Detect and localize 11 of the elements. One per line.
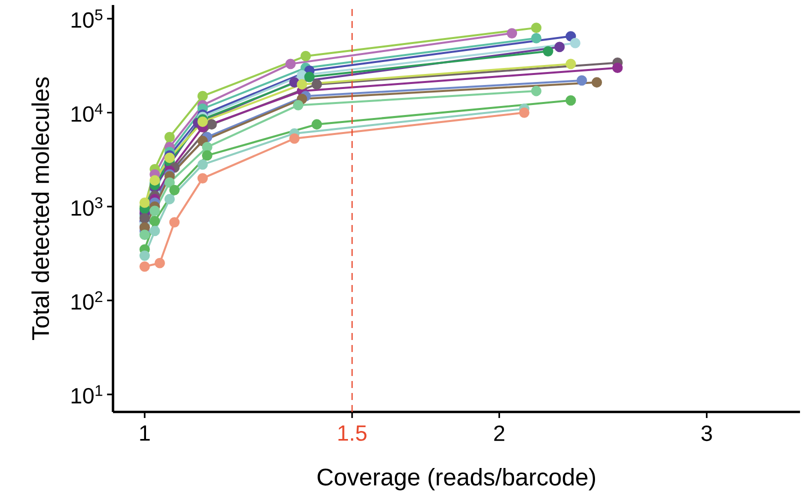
y-tick-label: 10$^{5}$ (72, 10, 102, 28)
y-tick-label: 10$^{4}$ (72, 103, 103, 122)
y-tick-label: 10$^{2}$ (72, 291, 102, 310)
x-tick-label: 3 (701, 425, 712, 442)
y-tick-label: 10$^{1}$ (72, 385, 102, 404)
x-tick-label: 2 (494, 425, 504, 441)
x-tick-label: 1 (140, 425, 150, 441)
ref-line-label: 1.5 (338, 426, 366, 441)
y-axis-title: Total detected molecules (31, 77, 50, 340)
y-tick-label: 10$^{3}$ (72, 197, 102, 216)
x-axis-title: Coverage (reads/barcode) (318, 468, 596, 490)
